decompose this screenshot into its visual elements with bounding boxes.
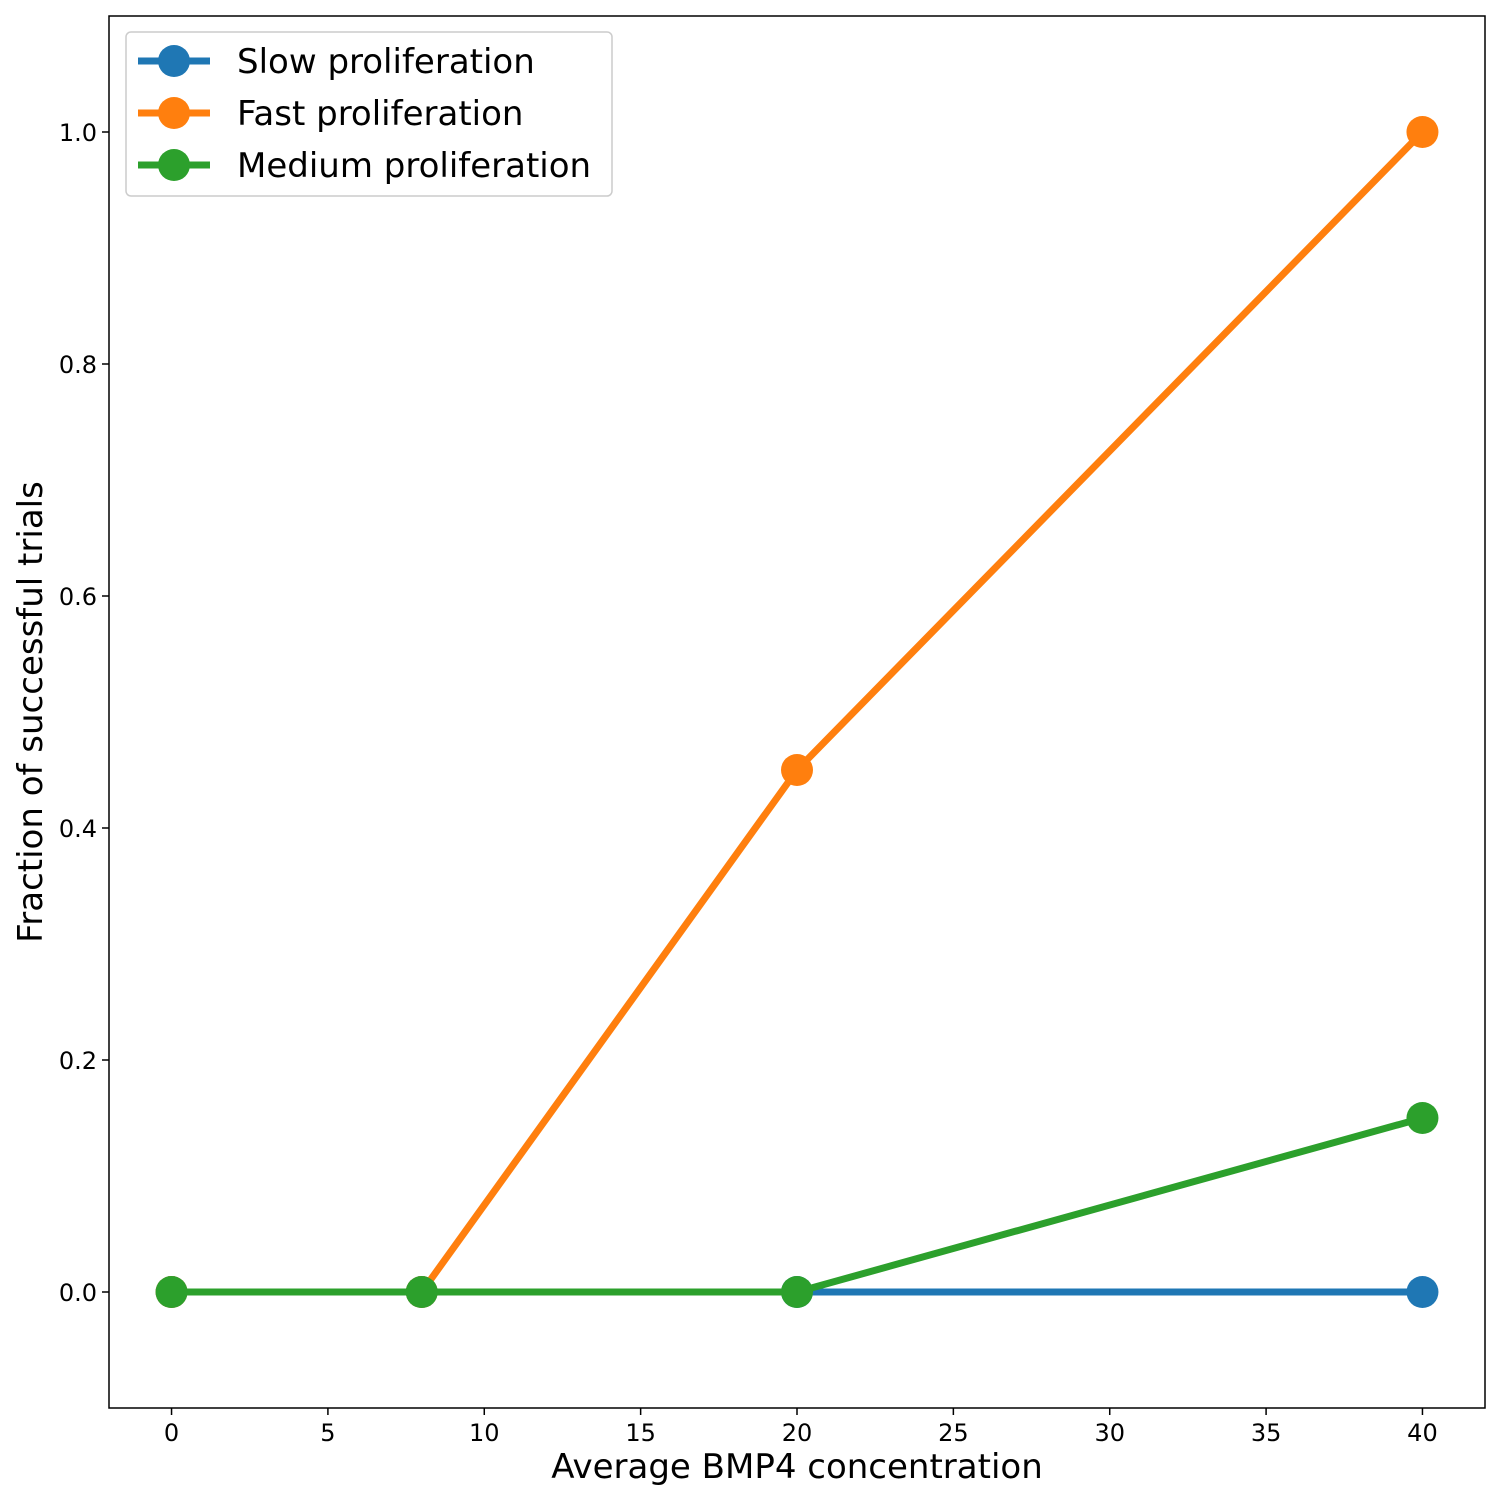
legend-marker — [158, 45, 190, 77]
legend-marker — [158, 97, 190, 129]
x-tick-label: 5 — [320, 1419, 335, 1447]
legend-entry-slow-proliferation: Slow proliferation — [138, 42, 535, 82]
data-point-slow-proliferation — [1406, 1276, 1439, 1308]
x-tick-label: 35 — [1251, 1419, 1282, 1447]
y-tick-label: 0.8 — [59, 351, 97, 379]
legend-entry-fast-proliferation: Fast proliferation — [138, 94, 523, 134]
y-tick-label: 0.2 — [59, 1047, 97, 1075]
plot-area — [108, 15, 1486, 1409]
legend-label: Slow proliferation — [237, 42, 535, 82]
legend-entry-medium-proliferation: Medium proliferation — [138, 146, 591, 186]
y-axis-label: Fraction of successful trials — [11, 481, 51, 943]
legend-frame — [125, 31, 613, 197]
data-point-medium-proliferation — [1406, 1102, 1439, 1134]
x-tick-label: 30 — [1094, 1419, 1125, 1447]
data-point-fast-proliferation — [1406, 116, 1439, 148]
x-tick-label: 20 — [782, 1419, 813, 1447]
data-point-medium-proliferation — [155, 1276, 188, 1308]
data-point-fast-proliferation — [781, 754, 813, 786]
legend-label: Medium proliferation — [237, 146, 591, 186]
x-tick-label: 15 — [625, 1419, 656, 1447]
data-point-medium-proliferation — [405, 1276, 438, 1308]
legend-marker — [158, 149, 190, 181]
y-tick-label: 0.4 — [59, 815, 97, 843]
data-point-medium-proliferation — [781, 1276, 813, 1308]
x-axis: 0 5 10 15 20 25 30 35 40 — [164, 1408, 1438, 1447]
x-tick-label: 25 — [938, 1419, 969, 1447]
series-medium-proliferation — [155, 1102, 1439, 1308]
series-layer — [155, 116, 1439, 1308]
x-tick-label: 40 — [1407, 1419, 1438, 1447]
legend-label: Fast proliferation — [237, 94, 523, 134]
legend: Slow proliferation Fast proliferation Medi… — [125, 31, 613, 197]
x-tick-label: 10 — [469, 1419, 500, 1447]
series-line-medium-proliferation — [171, 1114, 1424, 1296]
y-tick-label: 0.0 — [59, 1279, 97, 1307]
y-tick-label: 0.6 — [59, 583, 97, 611]
x-axis-label: Average BMP4 concentration — [551, 1447, 1043, 1487]
y-axis: 0.0 0.2 0.4 0.6 0.8 1.0 — [59, 119, 109, 1307]
x-tick-label: 0 — [164, 1419, 179, 1447]
y-tick-label: 1.0 — [59, 119, 97, 147]
